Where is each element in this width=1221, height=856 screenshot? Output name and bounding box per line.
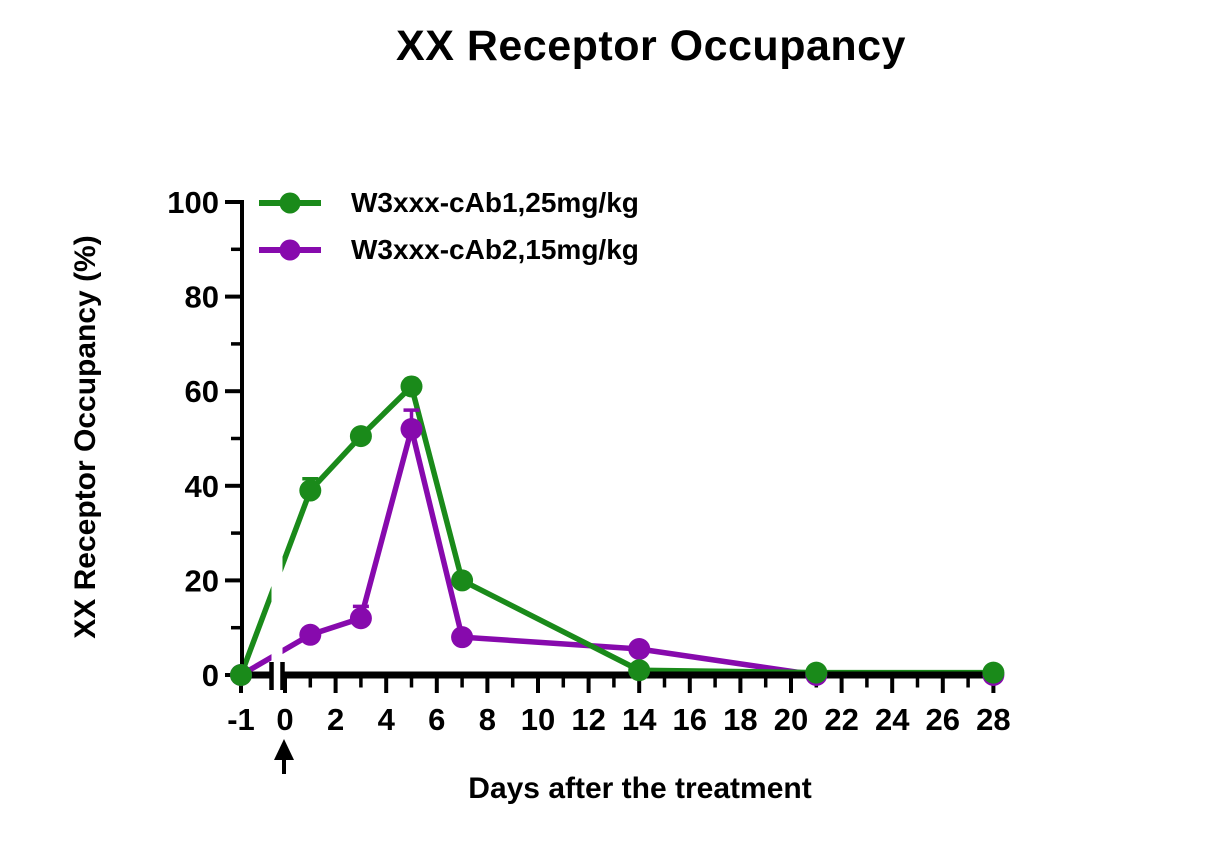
legend-label-cab1: W3xxx-cAb1,25mg/kg: [351, 187, 639, 218]
x-tick-label: 4: [378, 702, 396, 737]
data-point-series-1-day-7: [451, 626, 474, 649]
x-tick-label: -1: [227, 702, 255, 737]
data-point-series-0-day-3: [349, 425, 372, 448]
y-tick-label: 0: [202, 658, 219, 693]
axis-break-band: [271, 420, 283, 671]
legend: W3xxx-cAb1,25mg/kg W3xxx-cAb2,15mg/kg: [257, 186, 639, 280]
data-point-series-0-day--1: [230, 664, 252, 686]
x-tick-label: 20: [774, 702, 808, 737]
legend-marker-green-icon: [259, 192, 321, 214]
y-tick-label: 60: [185, 374, 219, 409]
data-point-series-0-day-14: [628, 659, 651, 682]
x-tick-label: 14: [622, 702, 657, 737]
x-tick-label: 0: [276, 702, 293, 737]
data-point-series-0-day-7: [451, 569, 474, 592]
x-tick-label: 22: [824, 702, 858, 737]
y-tick-label: 40: [185, 469, 219, 504]
data-point-series-0-day-28: [982, 661, 1005, 684]
x-tick-label: 16: [673, 702, 707, 737]
x-tick-label: 28: [976, 702, 1010, 737]
legend-label-cab2: W3xxx-cAb2,15mg/kg: [351, 234, 639, 265]
x-tick-label: 10: [521, 702, 555, 737]
series-line-1: [238, 426, 997, 678]
y-tick-label: 20: [185, 563, 219, 598]
y-tick-label: 100: [167, 185, 219, 220]
x-tick-label: 6: [428, 702, 445, 737]
data-point-series-1-day-3: [349, 607, 372, 630]
x-tick-label: 12: [571, 702, 605, 737]
legend-item-cab1: W3xxx-cAb1,25mg/kg: [257, 186, 639, 220]
legend-marker-purple-icon: [259, 239, 321, 261]
data-point-series-1-day-14: [628, 637, 651, 660]
x-tick-label: 26: [926, 702, 960, 737]
x-axis-title: Days after the treatment: [468, 772, 812, 805]
data-point-series-0-day-21: [805, 661, 828, 684]
y-tick-label: 80: [185, 280, 219, 315]
data-point-series-1-day-1: [299, 623, 322, 646]
data-point-series-0-day-1: [299, 479, 322, 502]
data-point-series-1-day-5: [400, 418, 423, 441]
x-tick-label: 24: [875, 702, 910, 737]
x-tick-label: 18: [723, 702, 757, 737]
data-point-series-0-day-5: [400, 375, 423, 398]
x-tick-label: 8: [479, 702, 496, 737]
legend-item-cab2: W3xxx-cAb2,15mg/kg: [257, 233, 639, 267]
chart-title: XX Receptor Occupancy: [396, 22, 906, 70]
treatment-arrow-icon: [274, 739, 294, 760]
x-tick-label: 2: [327, 702, 344, 737]
